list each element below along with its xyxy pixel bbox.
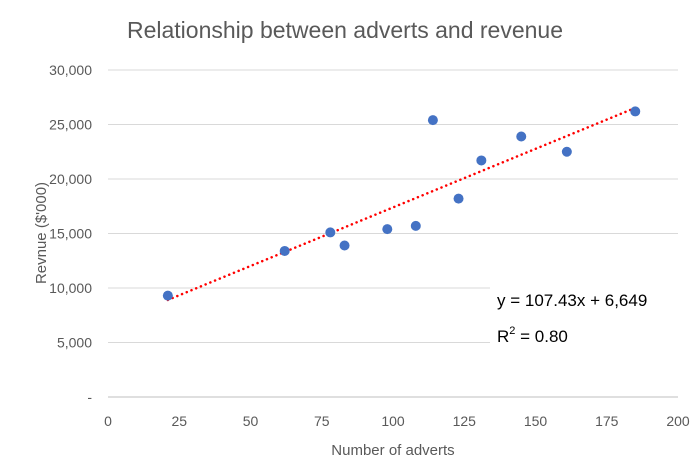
chart-title: Relationship between adverts and revenue — [127, 17, 563, 43]
trendline-path — [166, 106, 637, 302]
data-point — [630, 106, 641, 117]
x-axis-ticks: 0 25 50 75 100 125 150 175 200 — [104, 413, 690, 429]
x-tick-label: 175 — [595, 413, 619, 429]
data-point — [339, 240, 350, 251]
x-tick-label: 75 — [314, 413, 330, 429]
data-point — [453, 193, 464, 204]
y-axis-label: Revnue ($'000) — [33, 182, 50, 284]
y-tick-label: 10,000 — [49, 280, 92, 296]
y-tick-label: 15,000 — [49, 226, 92, 242]
y-tick-label: - — [87, 389, 92, 405]
data-point — [561, 146, 572, 157]
x-tick-label: 50 — [243, 413, 259, 429]
data-point — [162, 290, 173, 301]
data-point — [410, 220, 421, 231]
trendline-equation: y = 107.43x + 6,649 — [497, 291, 647, 310]
y-tick-label: 5,000 — [57, 335, 92, 351]
x-tick-label: 150 — [524, 413, 548, 429]
data-point — [325, 227, 336, 238]
x-axis-label: Number of adverts — [331, 442, 454, 459]
trendline — [166, 106, 637, 302]
x-tick-label: 200 — [666, 413, 690, 429]
data-points — [162, 106, 641, 301]
x-tick-label: 0 — [104, 413, 112, 429]
y-tick-label: 30,000 — [49, 62, 92, 78]
data-point — [516, 131, 527, 142]
x-tick-label: 100 — [381, 413, 405, 429]
y-axis-ticks: - 5,000 10,000 15,000 20,000 25,000 30,000 — [49, 62, 92, 405]
x-tick-label: 25 — [171, 413, 187, 429]
data-point — [476, 155, 487, 166]
data-point — [279, 245, 290, 256]
r-squared-label: R2 = 0.80 — [497, 325, 568, 346]
data-point — [382, 224, 393, 235]
y-tick-label: 20,000 — [49, 171, 92, 187]
y-tick-label: 25,000 — [49, 117, 92, 133]
data-point — [427, 115, 438, 126]
x-tick-label: 125 — [453, 413, 477, 429]
equation-background — [490, 282, 680, 348]
